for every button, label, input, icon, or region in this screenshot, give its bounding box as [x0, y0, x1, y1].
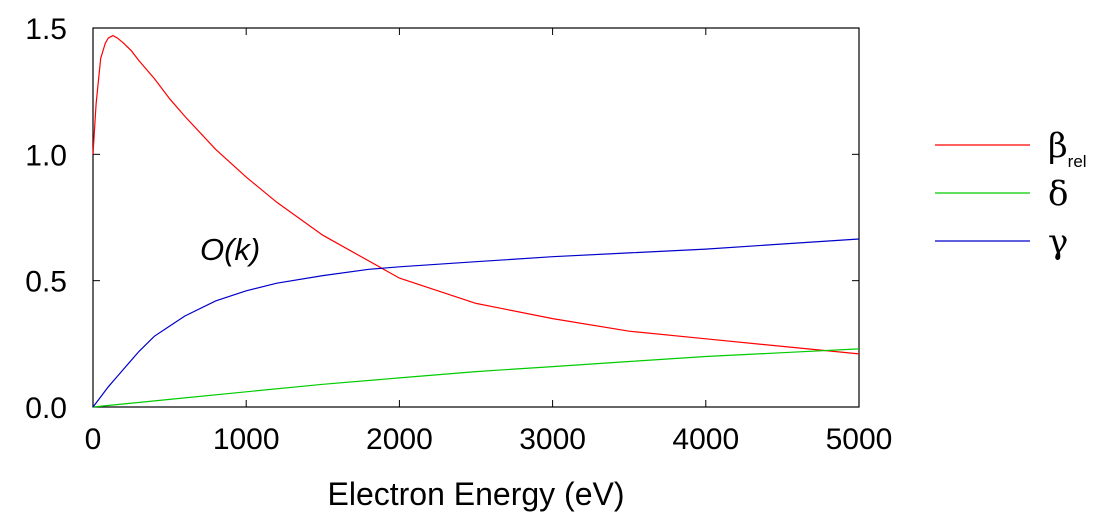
y-tick-label: 1.5 — [25, 13, 67, 46]
legend-label-0: βrel — [1048, 126, 1087, 171]
legend-label-subscript: rel — [1068, 152, 1087, 171]
x-tick-label: 2000 — [366, 423, 433, 456]
x-axis-title: Electron Energy (eV) — [327, 476, 624, 512]
series-lines — [92, 34, 860, 408]
annotation-label: O(k) — [200, 232, 260, 267]
plot-frame — [92, 27, 860, 408]
x-tick-label: 4000 — [672, 423, 739, 456]
series-line-0 — [92, 34, 860, 355]
y-tick-label: 0.5 — [25, 266, 67, 299]
series-line-1 — [92, 348, 860, 408]
x-tick-label: 5000 — [826, 423, 893, 456]
legend-label-1: δ — [1048, 174, 1068, 214]
plot-area-border — [92, 27, 860, 408]
ticks: 0 1000 2000 3000 4000 5000 0.0 0.5 1.0 1.5 — [25, 13, 892, 456]
legend-label-2: γ — [1048, 222, 1068, 262]
series-line-2 — [92, 238, 860, 408]
y-tick-label: 1.0 — [25, 139, 67, 172]
x-tick-label: 0 — [85, 423, 102, 456]
y-tick-label: 0.0 — [25, 392, 67, 425]
x-tick-label: 1000 — [213, 423, 280, 456]
x-tick-label: 3000 — [519, 423, 586, 456]
